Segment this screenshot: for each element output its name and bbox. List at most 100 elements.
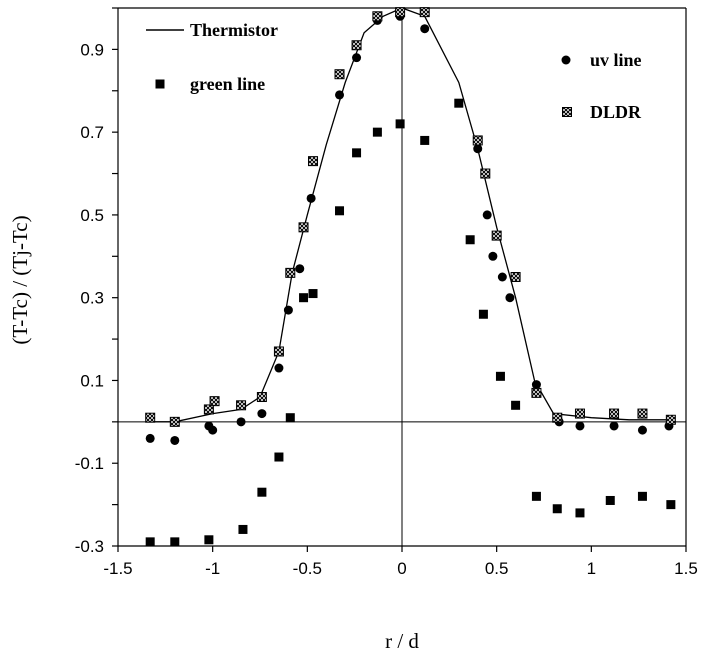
- data-point: [145, 537, 155, 547]
- data-point: [256, 392, 267, 403]
- x-tick-label: 1.5: [674, 559, 698, 578]
- data-point: [419, 7, 430, 18]
- data-point: [285, 267, 296, 278]
- legend-item-uv-line: uv line: [561, 50, 642, 70]
- legend-marker: [561, 55, 571, 65]
- y-tick-label: 0.1: [80, 371, 104, 390]
- data-point: [295, 264, 305, 274]
- data-point: [169, 416, 180, 427]
- data-point: [238, 524, 248, 534]
- thermistor-curve: [150, 7, 671, 423]
- data-point: [352, 148, 362, 158]
- data-point: [145, 412, 156, 423]
- data-point: [511, 400, 521, 410]
- series-thermistor: [150, 7, 671, 423]
- x-tick-label: 0.5: [485, 559, 509, 578]
- data-point: [497, 272, 507, 282]
- data-point: [491, 230, 502, 241]
- y-tick-label: 0.9: [80, 40, 104, 59]
- data-point: [472, 135, 483, 146]
- data-point: [257, 487, 267, 497]
- data-point: [637, 425, 647, 435]
- data-point: [335, 206, 345, 216]
- data-point: [308, 289, 318, 299]
- data-point: [352, 53, 362, 63]
- data-point: [372, 11, 383, 22]
- data-point: [454, 98, 464, 108]
- data-point: [372, 127, 382, 137]
- data-point: [298, 222, 309, 233]
- y-tick-label: -0.1: [75, 454, 104, 473]
- data-point: [478, 309, 488, 319]
- data-point: [505, 293, 515, 303]
- data-point: [637, 408, 648, 419]
- x-tick-label: -1.5: [103, 559, 132, 578]
- data-point: [395, 119, 405, 129]
- x-tick-label: 1: [587, 559, 596, 578]
- data-point: [285, 413, 295, 423]
- data-point: [574, 408, 585, 419]
- data-point: [488, 251, 498, 261]
- y-tick-label: 0.7: [80, 123, 104, 142]
- data-point: [605, 495, 615, 505]
- legend-label: uv line: [590, 50, 642, 70]
- legend-item-dldr: DLDR: [562, 102, 642, 122]
- data-point: [609, 408, 620, 419]
- series-layer: [145, 7, 676, 547]
- data-point: [480, 168, 491, 179]
- data-point: [482, 210, 492, 220]
- x-tick-label: -1: [205, 559, 220, 578]
- data-point: [335, 90, 345, 100]
- x-tick-label: -0.5: [293, 559, 322, 578]
- data-point: [299, 293, 309, 303]
- data-point: [637, 491, 647, 501]
- legend-item-green-line: green line: [155, 74, 265, 94]
- data-point: [531, 380, 541, 390]
- legend-marker: [155, 79, 165, 89]
- legend-marker: [562, 107, 572, 117]
- data-point: [420, 24, 430, 34]
- data-point: [665, 414, 676, 425]
- data-point: [209, 396, 220, 407]
- data-point: [257, 409, 267, 419]
- x-tick-label: 0: [397, 559, 406, 578]
- data-point: [510, 272, 521, 282]
- x-axis-title: r / d: [385, 629, 419, 653]
- legend: Thermistor uv line green line DLDR: [146, 20, 642, 122]
- data-point: [351, 40, 362, 51]
- data-point: [575, 421, 585, 431]
- data-point: [666, 500, 676, 510]
- data-point: [473, 144, 483, 154]
- data-point: [145, 433, 155, 443]
- data-point: [495, 371, 505, 381]
- data-point: [208, 425, 218, 435]
- axes: -1.5 -1 -0.5 0 0.5 1 1.5 -0.3 -0.1 0.1 0.3 0.5 0.7 0.…: [75, 7, 698, 578]
- data-point: [236, 417, 246, 427]
- data-point: [531, 387, 542, 398]
- data-point: [306, 193, 316, 203]
- legend-label: Thermistor: [190, 20, 278, 40]
- data-point: [609, 421, 619, 431]
- data-point: [420, 135, 430, 145]
- y-tick-label: -0.3: [75, 537, 104, 556]
- legend-label: DLDR: [590, 102, 642, 122]
- data-point: [274, 452, 284, 462]
- data-point: [575, 508, 585, 518]
- data-point: [531, 491, 541, 501]
- y-tick-label: 0.5: [80, 206, 104, 225]
- legend-label: green line: [190, 74, 265, 94]
- data-point: [552, 504, 562, 514]
- series-green-line: [145, 98, 676, 547]
- data-point: [204, 535, 214, 545]
- data-point: [308, 156, 319, 167]
- data-point: [395, 7, 406, 18]
- data-point: [170, 435, 180, 445]
- y-tick-label: 0.3: [80, 289, 104, 308]
- data-point: [283, 305, 293, 315]
- data-point: [334, 69, 345, 80]
- data-point: [552, 412, 563, 423]
- legend-item-thermistor: Thermistor: [146, 20, 278, 40]
- series-dldr: [145, 7, 676, 427]
- data-point: [203, 404, 214, 415]
